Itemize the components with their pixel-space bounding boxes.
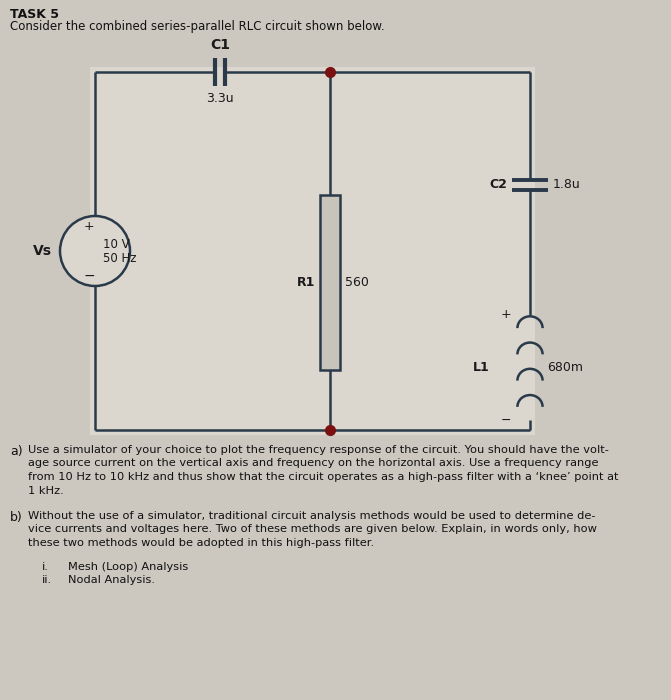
Text: C2: C2 [489, 178, 507, 192]
Text: TASK 5: TASK 5 [10, 8, 59, 21]
Text: b): b) [10, 511, 23, 524]
Text: from 10 Hz to 10 kHz and thus show that the circuit operates as a high-pass filt: from 10 Hz to 10 kHz and thus show that … [28, 472, 619, 482]
Text: +: + [501, 309, 511, 321]
Text: 1 kHz.: 1 kHz. [28, 486, 64, 496]
Text: i.: i. [42, 561, 49, 571]
Bar [320, 195, 340, 370]
Text: 3.3u: 3.3u [206, 92, 234, 105]
Text: Vs: Vs [33, 244, 52, 258]
Text: −: − [83, 269, 95, 283]
Text: −: − [501, 414, 511, 426]
Text: a): a) [10, 445, 23, 458]
Text: these two methods would be adopted in this high-pass filter.: these two methods would be adopted in th… [28, 538, 374, 548]
Text: C1: C1 [210, 38, 230, 52]
Circle shape [60, 216, 130, 286]
Text: Without the use of a simulator, traditional circuit analysis methods would be us: Without the use of a simulator, traditio… [28, 511, 595, 521]
Text: 560: 560 [345, 276, 369, 289]
Text: L1: L1 [472, 361, 489, 374]
Text: Consider the combined series-parallel RLC circuit shown below.: Consider the combined series-parallel RL… [10, 20, 384, 33]
Text: age source current on the vertical axis and frequency on the horizontal axis. Us: age source current on the vertical axis … [28, 458, 599, 468]
Text: vice currents and voltages here. Two of these methods are given below. Explain, : vice currents and voltages here. Two of … [28, 524, 597, 535]
Text: Nodal Analysis.: Nodal Analysis. [68, 575, 155, 585]
Text: 10 V: 10 V [103, 237, 130, 251]
Text: ii.: ii. [42, 575, 52, 585]
Text: R1: R1 [297, 276, 315, 289]
Text: Mesh (Loop) Analysis: Mesh (Loop) Analysis [68, 561, 189, 571]
Text: Use a simulator of your choice to plot the frequency response of the circuit. Yo: Use a simulator of your choice to plot t… [28, 445, 609, 455]
Text: 1.8u: 1.8u [553, 178, 580, 192]
Text: 680m: 680m [548, 361, 584, 374]
Bar [90, 67, 535, 435]
Text: 50 Hz: 50 Hz [103, 253, 136, 265]
Text: +: + [84, 220, 95, 232]
